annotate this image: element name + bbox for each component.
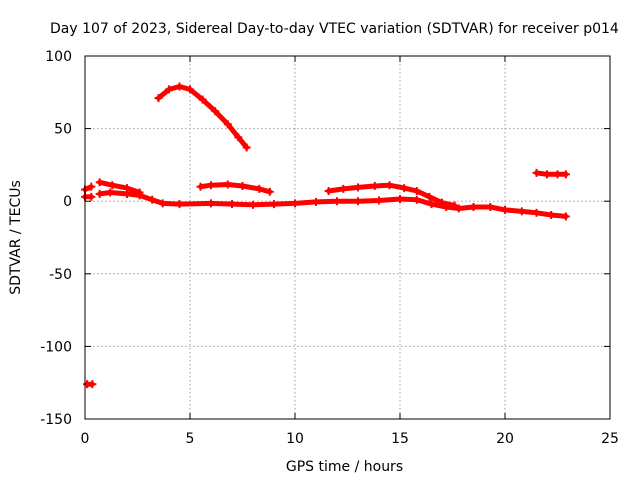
data-point [425, 192, 434, 201]
data-point [427, 200, 436, 209]
data-series [81, 82, 570, 389]
x-tick-label: 5 [186, 431, 195, 447]
data-point [400, 184, 409, 193]
y-axis-label: SDTVAR / TECUs [8, 180, 24, 295]
data-point [88, 380, 97, 389]
data-point [333, 197, 341, 206]
data-point [223, 180, 232, 189]
data-point [532, 208, 541, 217]
data-point [228, 200, 236, 209]
data-point [158, 199, 167, 208]
data-point [339, 184, 348, 193]
data-point [454, 204, 463, 213]
data-point [148, 195, 157, 204]
data-point [375, 196, 383, 205]
data-point [186, 85, 194, 94]
data-point [354, 197, 362, 206]
data-point [324, 187, 333, 196]
data-point [370, 181, 379, 190]
data-point [211, 107, 220, 116]
y-tick-label: 50 [54, 122, 72, 138]
data-point [135, 188, 144, 197]
grid-lines [85, 56, 610, 419]
data-point [198, 95, 207, 104]
x-axis-label: GPS time / hours [286, 459, 403, 475]
y-tick-label: -50 [49, 267, 72, 283]
data-point [396, 195, 404, 204]
y-tick-label: -150 [40, 412, 72, 428]
data-point [249, 200, 257, 209]
data-point [207, 199, 215, 208]
series-trace [326, 182, 458, 209]
data-point [175, 82, 184, 91]
data-point [270, 200, 278, 209]
data-point [561, 212, 570, 221]
data-point [95, 178, 104, 187]
x-tick-label: 15 [391, 431, 409, 447]
x-tick-label: 10 [286, 431, 304, 447]
data-point [561, 170, 570, 179]
data-point [354, 183, 362, 192]
data-point [175, 200, 184, 209]
chart-title: Day 107 of 2023, Sidereal Day-to-day VTE… [50, 21, 619, 37]
series-trace [97, 190, 569, 219]
data-point [486, 203, 495, 212]
data-point [123, 184, 131, 193]
data-point [291, 199, 299, 208]
x-tick-label: 25 [601, 431, 619, 447]
data-point [312, 197, 320, 206]
y-tick-label: 100 [45, 49, 72, 65]
data-point [242, 143, 251, 152]
data-point [234, 133, 243, 142]
data-point [553, 170, 562, 179]
data-point [87, 192, 96, 201]
data-point [106, 188, 115, 197]
data-point [165, 85, 173, 94]
data-point [255, 184, 264, 193]
series-trace [97, 179, 143, 195]
y-tick-label: -100 [40, 339, 72, 355]
plot-frame [84, 55, 611, 420]
data-point [238, 181, 247, 190]
data-point [438, 198, 446, 207]
x-tick-label: 20 [496, 431, 514, 447]
data-point [450, 201, 459, 210]
y-tick-label: 0 [63, 194, 72, 210]
data-point [543, 170, 551, 179]
data-point [517, 207, 526, 216]
data-point [154, 94, 163, 103]
data-point [95, 189, 104, 198]
data-point [501, 205, 509, 214]
data-point [207, 181, 215, 190]
series-trace [534, 170, 569, 177]
data-point [532, 168, 541, 177]
data-point [87, 182, 96, 191]
data-point [265, 187, 274, 196]
data-point [223, 120, 232, 129]
data-point [108, 181, 117, 190]
data-point [469, 203, 478, 212]
data-point [412, 195, 421, 204]
data-point [547, 210, 556, 219]
axis-ticks: 0 5 10 15 20 25 100 50 0 -50 -100 -150 [40, 49, 619, 447]
data-point [412, 187, 421, 196]
x-tick-label: 0 [81, 431, 90, 447]
data-point [196, 182, 205, 191]
data-point [385, 181, 394, 190]
